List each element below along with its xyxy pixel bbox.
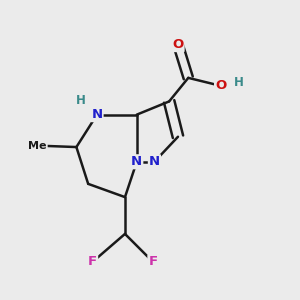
Text: H: H <box>233 76 243 89</box>
Text: N: N <box>92 108 103 121</box>
Text: F: F <box>88 255 97 268</box>
Text: Me: Me <box>28 141 47 151</box>
Text: N: N <box>149 155 160 168</box>
Text: F: F <box>148 255 158 268</box>
Text: O: O <box>215 79 226 92</box>
Text: H: H <box>76 94 86 107</box>
Text: N: N <box>131 155 142 168</box>
Text: O: O <box>172 38 184 51</box>
